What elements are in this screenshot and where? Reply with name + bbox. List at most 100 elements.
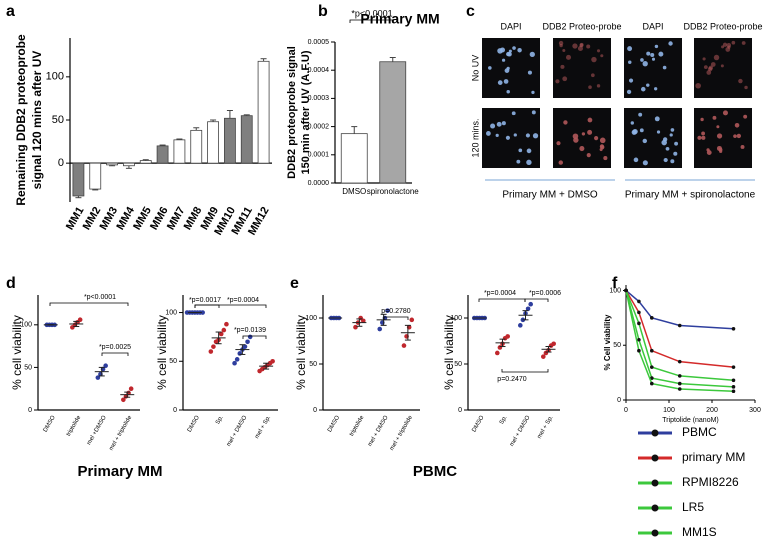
legend-label: primary MM xyxy=(682,450,745,464)
dot xyxy=(208,349,214,354)
cell xyxy=(642,138,648,144)
bracket xyxy=(349,19,394,23)
cell xyxy=(721,45,725,49)
group-label: PBMC xyxy=(413,463,457,480)
dot xyxy=(377,326,383,332)
legend-marker xyxy=(651,504,659,512)
cell xyxy=(662,137,668,142)
column-label: DAPI xyxy=(500,21,521,31)
x-tick-label: spironolactone xyxy=(367,187,420,196)
point xyxy=(731,327,736,331)
x-tick-label: Sp. xyxy=(499,415,509,426)
annotation: *p<0.0001 xyxy=(84,294,116,301)
series-line xyxy=(625,290,734,382)
cell xyxy=(740,144,745,149)
bracket xyxy=(49,302,129,306)
y-tick-label: 100 xyxy=(20,322,32,329)
cell xyxy=(558,160,563,165)
cell xyxy=(722,42,728,47)
bar xyxy=(257,60,270,164)
series-line xyxy=(625,290,734,368)
cell xyxy=(716,125,720,129)
cell xyxy=(633,157,639,163)
cell xyxy=(731,40,736,45)
dot xyxy=(385,308,390,313)
annotation: *p=0.0006 xyxy=(529,290,561,297)
cell xyxy=(505,135,510,140)
micrograph xyxy=(624,38,682,98)
point xyxy=(637,321,641,326)
cell xyxy=(512,46,516,50)
point xyxy=(637,310,641,315)
bar xyxy=(173,139,186,164)
bracket xyxy=(194,304,267,308)
cell xyxy=(594,136,599,141)
panel-letter: d xyxy=(6,275,16,292)
cell xyxy=(627,46,633,52)
dot xyxy=(505,334,511,339)
cell xyxy=(562,76,568,82)
cell xyxy=(642,61,648,67)
cell xyxy=(526,148,532,154)
bar xyxy=(190,129,203,164)
dot xyxy=(409,317,415,323)
cell xyxy=(590,73,595,78)
cell xyxy=(563,120,568,125)
x-tick-label: DMSO xyxy=(471,415,485,434)
dot xyxy=(237,351,243,356)
bar xyxy=(207,121,219,164)
dot xyxy=(518,323,523,328)
dot xyxy=(360,318,366,324)
cell xyxy=(654,116,660,122)
y-axis-label: % cell viability xyxy=(442,315,456,390)
cell xyxy=(638,112,643,117)
cell xyxy=(712,115,717,120)
annotation: *p=0.0004 xyxy=(484,290,516,297)
legend-marker xyxy=(651,454,659,462)
y-tick-label: 0 xyxy=(173,407,177,414)
annotation: p=0.2780 xyxy=(381,308,410,315)
dot xyxy=(234,357,240,362)
x-tick-label: 300 xyxy=(749,407,761,414)
cell xyxy=(701,135,706,140)
point xyxy=(677,387,682,391)
x-tick-label: 100 xyxy=(663,407,675,414)
dot xyxy=(224,321,229,327)
bracket xyxy=(194,304,220,308)
dot xyxy=(270,358,275,364)
dot xyxy=(541,354,546,359)
x-tick-label: Sp. xyxy=(215,415,225,426)
cell xyxy=(743,114,748,119)
bracket xyxy=(501,369,549,373)
cell xyxy=(708,65,714,71)
cell xyxy=(511,111,516,116)
row-label: No UV xyxy=(470,55,480,82)
x-tick-label: DMSO xyxy=(342,187,366,196)
dot xyxy=(245,339,250,345)
x-tick-label: mel +DMSO xyxy=(86,415,108,447)
cell xyxy=(668,41,673,46)
cell xyxy=(596,84,601,88)
dot xyxy=(218,331,224,337)
panel-letter: c xyxy=(466,3,475,20)
y-tick-label: 50 xyxy=(169,358,177,365)
cell xyxy=(722,110,728,116)
cell xyxy=(579,43,584,48)
cell xyxy=(587,117,593,123)
cell xyxy=(516,159,521,164)
y-tick-label: 100 xyxy=(46,71,64,83)
dot xyxy=(528,301,533,307)
cell xyxy=(599,137,606,144)
cell xyxy=(703,65,708,70)
annotation: p=0.2470 xyxy=(497,376,526,383)
panel-letter: f xyxy=(612,275,618,292)
cell xyxy=(503,79,509,84)
cell xyxy=(518,148,523,153)
cell xyxy=(517,47,522,53)
y-tick-label: 0.0005 xyxy=(308,39,330,46)
bar xyxy=(340,133,368,184)
cell xyxy=(626,89,632,95)
column-label: DAPI xyxy=(642,21,663,31)
y-tick-label: 100 xyxy=(165,309,177,316)
micrograph xyxy=(482,108,540,168)
